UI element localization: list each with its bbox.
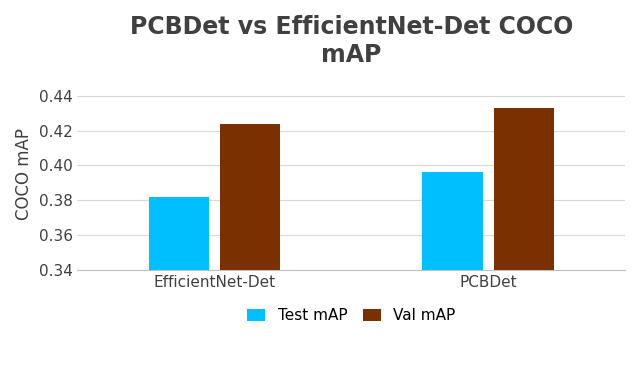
Title: PCBDet vs EfficientNet-Det COCO
mAP: PCBDet vs EfficientNet-Det COCO mAP — [129, 15, 573, 67]
Y-axis label: COCO mAP: COCO mAP — [15, 128, 33, 220]
Bar — [422, 172, 483, 376]
Legend: Test mAP, Val mAP: Test mAP, Val mAP — [241, 302, 461, 329]
Bar — [220, 124, 280, 376]
Bar — [493, 108, 554, 376]
Bar — [148, 197, 209, 376]
